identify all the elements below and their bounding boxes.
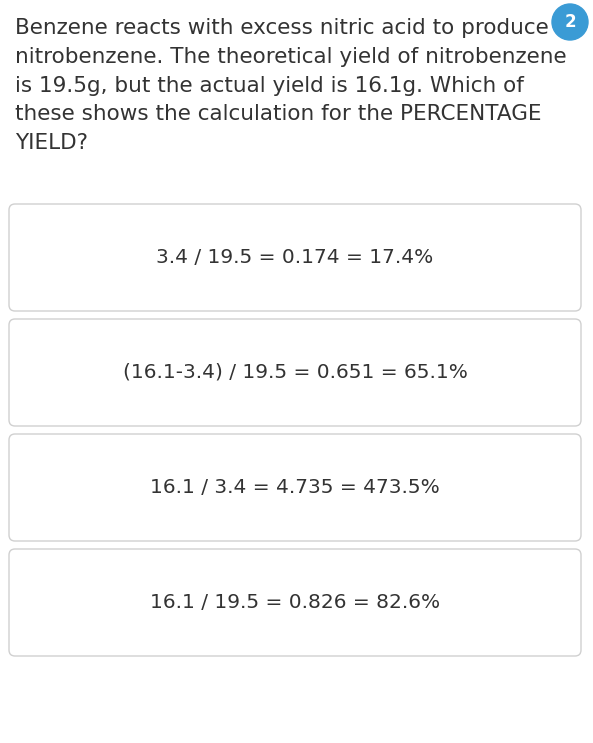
Text: 16.1 / 19.5 = 0.826 = 82.6%: 16.1 / 19.5 = 0.826 = 82.6% xyxy=(150,593,440,612)
Circle shape xyxy=(552,4,588,40)
Text: 16.1 / 3.4 = 4.735 = 473.5%: 16.1 / 3.4 = 4.735 = 473.5% xyxy=(150,478,440,497)
Text: (16.1-3.4) / 19.5 = 0.651 = 65.1%: (16.1-3.4) / 19.5 = 0.651 = 65.1% xyxy=(123,363,467,382)
Text: 2: 2 xyxy=(564,13,576,31)
FancyBboxPatch shape xyxy=(9,204,581,311)
FancyBboxPatch shape xyxy=(9,434,581,541)
Text: Benzene reacts with excess nitric acid to produce
nitrobenzene. The theoretical : Benzene reacts with excess nitric acid t… xyxy=(15,18,567,153)
Text: 3.4 / 19.5 = 0.174 = 17.4%: 3.4 / 19.5 = 0.174 = 17.4% xyxy=(157,248,433,267)
FancyBboxPatch shape xyxy=(9,319,581,426)
FancyBboxPatch shape xyxy=(9,549,581,656)
